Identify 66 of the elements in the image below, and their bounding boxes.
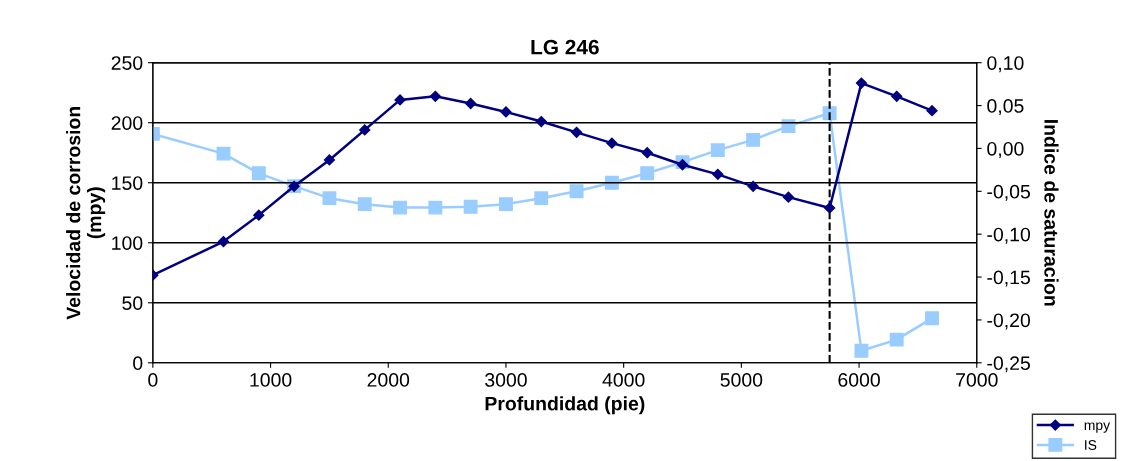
legend-label: IS [1085, 440, 1097, 450]
y2-tick-label: -0,20 [987, 313, 1031, 330]
y-tick-label: 250 [111, 56, 143, 70]
y2-axis-title: Indice de saturacion [1044, 120, 1059, 306]
point [253, 209, 265, 221]
legend-label: mpy [1084, 422, 1111, 433]
chart-title: LG 246 [531, 39, 599, 55]
point [359, 124, 371, 136]
point [891, 90, 903, 102]
point [604, 175, 619, 190]
y2-tick-label: -0,10 [987, 227, 1031, 244]
point [217, 235, 230, 248]
point [535, 115, 547, 128]
point [926, 105, 938, 117]
point [357, 197, 372, 212]
point [499, 197, 513, 212]
y-tick-label: 100 [112, 236, 143, 250]
x-axis-title: Profundidad (pie) [485, 396, 645, 415]
y-tick-label: 150 [112, 176, 143, 190]
y2-tick-label: -0,05 [987, 184, 1030, 201]
point [463, 199, 478, 214]
point [855, 77, 868, 89]
point [746, 132, 761, 147]
x-tick-label: 0 [148, 373, 158, 387]
point [854, 343, 869, 358]
x-tick-label: 7000 [956, 373, 998, 387]
y2-tick-label: -0,15 [987, 270, 1030, 287]
y2-tick-label: 0,05 [987, 99, 1024, 116]
point [640, 166, 655, 181]
point [429, 90, 441, 102]
x-tick-label: 2000 [367, 373, 410, 387]
point [570, 126, 583, 138]
y-tick-label: 50 [122, 296, 143, 311]
y-tick-label: 200 [111, 116, 143, 130]
point [428, 200, 443, 215]
x-tick-label: 5000 [720, 373, 763, 387]
point [641, 147, 653, 159]
point [534, 191, 549, 206]
point [394, 94, 406, 106]
y2-tick-label: 0,00 [987, 141, 1024, 158]
point [606, 137, 618, 149]
point [323, 154, 336, 166]
point [782, 191, 795, 203]
point [925, 311, 939, 326]
y-axis-title: Velocidad de corrosion (mpy) [66, 106, 106, 320]
point [710, 143, 725, 158]
point [747, 180, 759, 192]
x-tick-label: 3000 [485, 373, 527, 387]
point [465, 97, 477, 110]
point [500, 106, 512, 118]
point [712, 168, 724, 180]
point [676, 159, 689, 171]
point [569, 184, 584, 199]
y2-tick-label: -0,25 [987, 356, 1030, 373]
y2-tick-label: 0,10 [987, 56, 1024, 73]
point [781, 119, 796, 134]
point [393, 200, 407, 215]
point [824, 202, 836, 214]
x-tick-label: 1000 [250, 373, 292, 387]
point [889, 332, 904, 347]
y-tick-label: 0 [133, 356, 143, 371]
x-tick-label: 6000 [838, 373, 880, 387]
point [251, 166, 266, 181]
x-tick-label: 4000 [602, 373, 645, 387]
point [322, 191, 337, 206]
point [216, 146, 231, 161]
